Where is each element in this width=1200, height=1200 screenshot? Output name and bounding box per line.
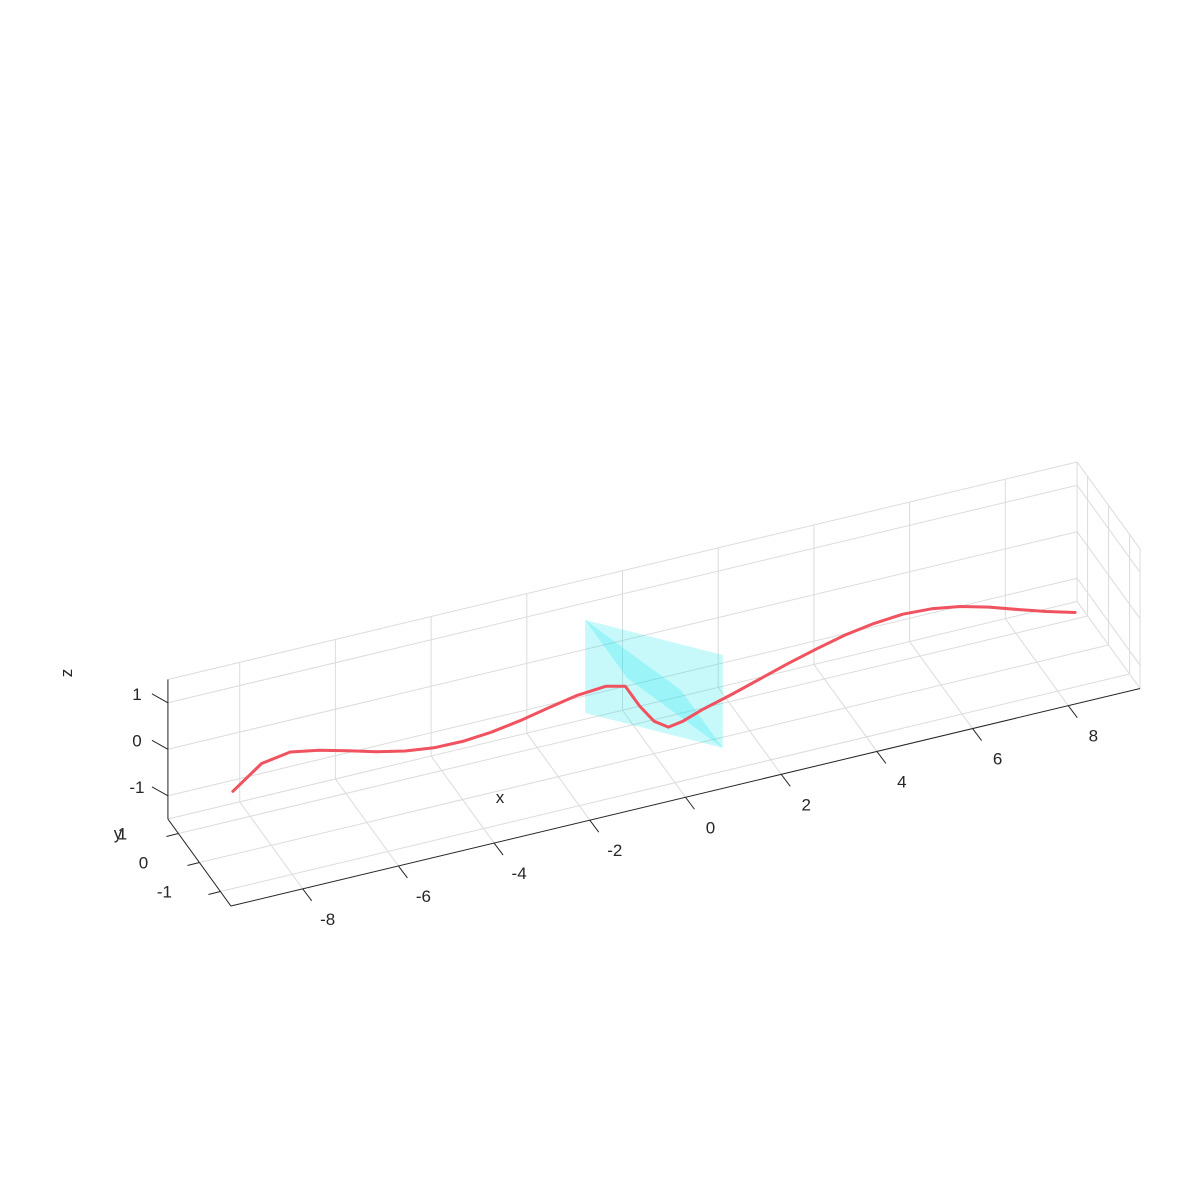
z-tick-mark xyxy=(151,786,169,797)
x-tick-label: 8 xyxy=(1089,727,1098,746)
x-tick-label: -6 xyxy=(416,887,431,906)
x-tick-label: 2 xyxy=(801,795,810,814)
x-axis-label: x xyxy=(496,788,505,807)
grid-line xyxy=(167,484,1078,704)
grid-line xyxy=(178,615,1088,835)
grid-line xyxy=(1076,484,1141,573)
x-tick-mark xyxy=(493,842,504,856)
y-tick-mark xyxy=(166,833,179,838)
x-tick-mark xyxy=(397,865,408,879)
y-tick-label: 1 xyxy=(118,825,127,844)
grid-line xyxy=(1076,531,1141,620)
z-tick-mark xyxy=(151,693,169,704)
y-tick-mark xyxy=(187,862,200,867)
z-tick-label: -1 xyxy=(129,778,144,797)
x-tick-mark xyxy=(589,819,600,833)
curve-series-line xyxy=(231,605,1077,793)
surface-layer xyxy=(585,619,723,749)
grid-border xyxy=(1076,601,1141,689)
x-tick-label: -8 xyxy=(320,910,335,929)
x-tick-label: -4 xyxy=(512,864,527,883)
grid-line xyxy=(220,673,1130,893)
z-tick-label: 0 xyxy=(132,731,141,750)
grid-line xyxy=(1076,577,1141,666)
z-axis-label: z xyxy=(57,669,76,678)
z-tick-mark xyxy=(151,739,169,750)
grid-line xyxy=(167,531,1078,750)
x-tick-mark xyxy=(685,796,695,810)
x-tick-mark xyxy=(1067,705,1078,718)
x-tick-mark xyxy=(780,774,791,787)
x-tick-label: -2 xyxy=(607,841,622,860)
x-tick-mark xyxy=(302,888,313,902)
y-axis-label: y xyxy=(114,824,123,843)
x-tick-label: 6 xyxy=(993,750,1002,769)
x-tick-mark xyxy=(876,751,887,764)
grid-border xyxy=(167,600,1078,820)
x-tick-label: 4 xyxy=(897,772,906,791)
y-tick-mark xyxy=(208,891,221,896)
y-tick-label: 0 xyxy=(139,854,148,873)
z-tick-label: 1 xyxy=(132,685,141,704)
grid-border xyxy=(167,461,1078,681)
y-tick-label: -1 xyxy=(157,883,172,902)
grid-line xyxy=(199,644,1109,864)
x-tick-label: 0 xyxy=(706,818,715,837)
grid-border xyxy=(1076,461,1141,550)
transparent-plane xyxy=(585,619,723,749)
transparent-plane xyxy=(585,619,723,749)
axes-layer xyxy=(151,679,1141,907)
curve-layer xyxy=(231,605,1077,793)
x-tick-mark xyxy=(972,728,982,741)
